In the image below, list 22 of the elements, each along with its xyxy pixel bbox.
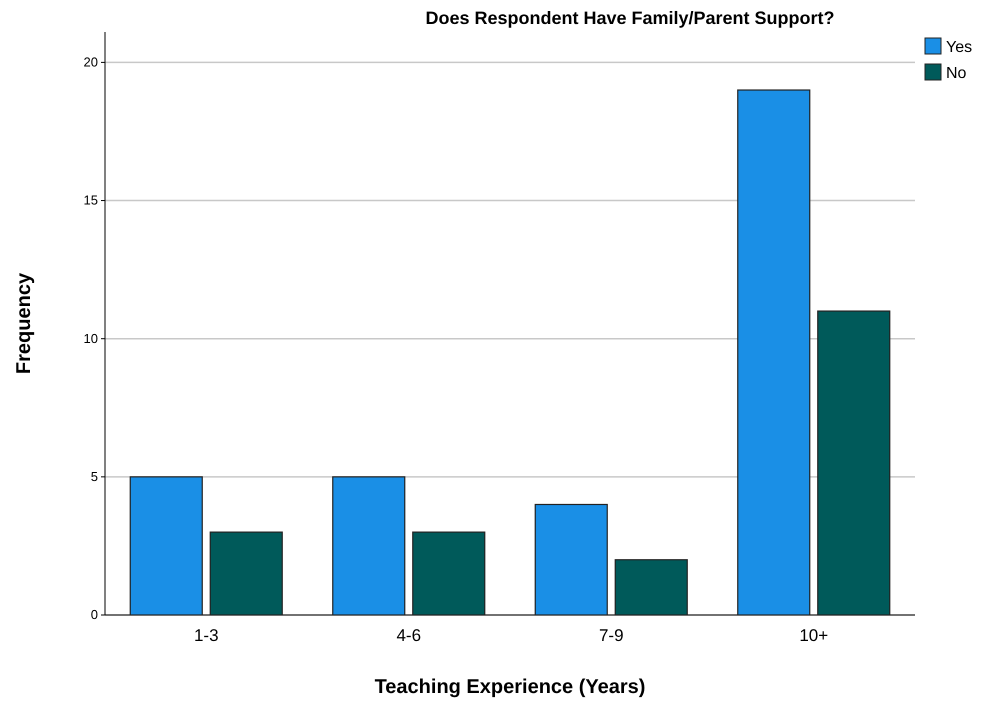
y-tick-label: 10 xyxy=(84,330,98,346)
bar xyxy=(332,476,406,616)
x-tick-label: 1-3 xyxy=(194,626,219,646)
y-tick-label: 5 xyxy=(90,469,98,484)
x-tick-label: 7-9 xyxy=(598,626,624,646)
legend-label: Yes xyxy=(946,39,972,56)
x-tick-label: 4-6 xyxy=(396,626,422,646)
y-tick-label: 15 xyxy=(84,192,98,208)
y-tick-label: 20 xyxy=(84,54,98,70)
bar xyxy=(534,504,608,616)
bar xyxy=(130,476,203,616)
x-tick-label: 10+ xyxy=(799,626,828,646)
bar xyxy=(614,559,688,616)
chart-title: Does Respondent Have Family/Parent Support? xyxy=(425,8,835,28)
y-axis-title: Frequency xyxy=(13,272,35,374)
bar xyxy=(817,310,890,616)
bar xyxy=(737,89,810,616)
x-axis-title: Teaching Experience (Years) xyxy=(374,676,646,698)
bar xyxy=(412,532,486,616)
y-tick-label: 0 xyxy=(90,607,98,622)
legend-label: No xyxy=(946,65,967,82)
bar xyxy=(210,532,283,616)
